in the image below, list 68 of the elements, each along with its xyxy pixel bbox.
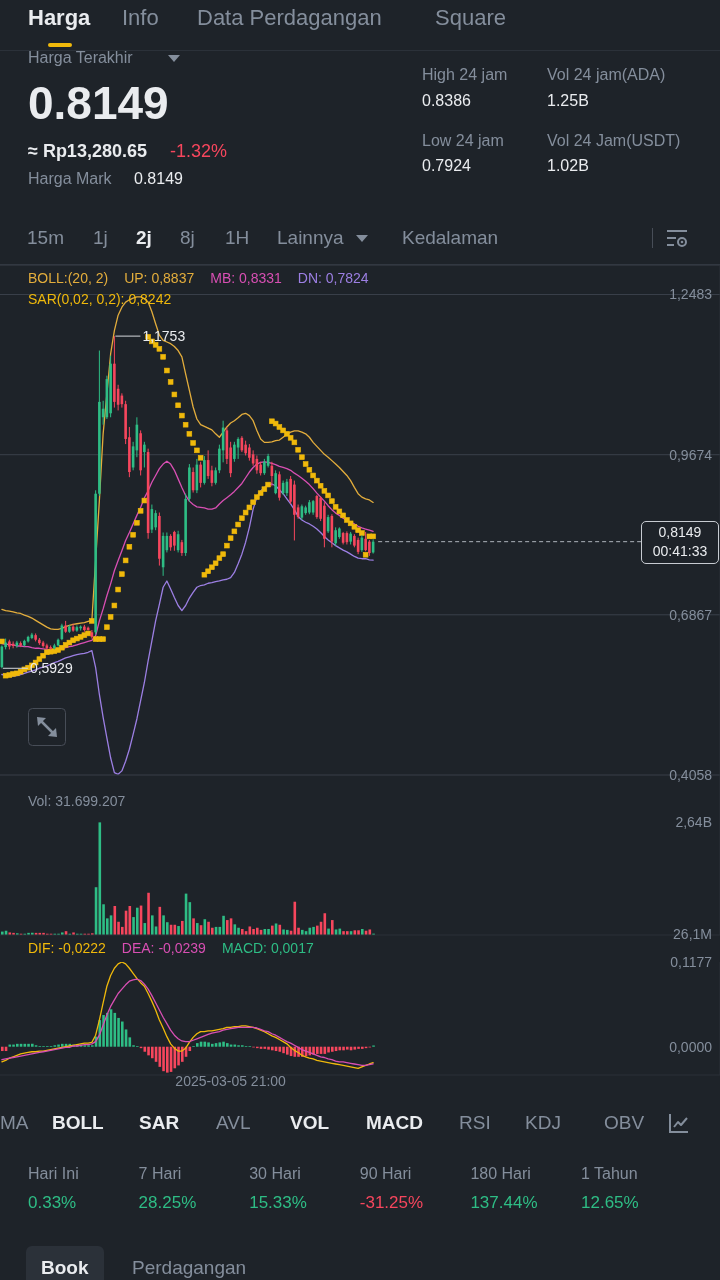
annotation: 0,5929 (29, 660, 73, 677)
category-label: Hari Ini (28, 1164, 79, 1184)
y-tick-label: 0,0000 (669, 1038, 713, 1055)
text: MACD (366, 1111, 423, 1135)
text: -31.25% (359, 1192, 424, 1212)
text: 1j (93, 226, 108, 250)
category-label: 30 Hari (249, 1164, 301, 1184)
text: Vol 24 jam(ADA) (547, 65, 666, 85)
y-tick-label: 26,1M (673, 925, 712, 942)
text: AVL (216, 1111, 251, 1135)
text: Harga Terakhir (28, 48, 133, 68)
series-label: DIF: -0,0222 (28, 939, 106, 958)
text: 0.8149 (28, 76, 169, 131)
text: Low 24 jam (422, 131, 504, 151)
text: -1.32% (170, 139, 228, 163)
text: Info (122, 4, 159, 32)
text: MB: 0,8331 (210, 269, 282, 288)
text: 8j (180, 226, 195, 250)
y-tick-label: 0,6867 (669, 606, 713, 623)
text: 0.33% (28, 1192, 77, 1212)
text: Book (41, 1256, 89, 1280)
text: BOLL (52, 1111, 104, 1135)
y-tick-label: 0,4058 (669, 767, 713, 783)
category-label: 180 Hari (470, 1164, 531, 1184)
text: 1H (225, 226, 250, 250)
text: Harga (28, 4, 91, 32)
text: Lainnya (277, 226, 344, 250)
text: VOL (290, 1111, 330, 1135)
text: 28.25% (138, 1192, 197, 1212)
text: Data Perdagangan (197, 4, 382, 32)
text: 15m (27, 226, 64, 250)
text: 0.7924 (422, 156, 471, 176)
x-tick-label: 2025-03-05 21:00 (175, 1073, 287, 1089)
y-tick-label: 1,2483 (669, 286, 713, 303)
text: High 24 jam (422, 65, 508, 85)
text: MA (0, 1111, 29, 1135)
annotation: 00:41:33 (652, 542, 708, 562)
text: 12.65% (581, 1192, 639, 1212)
text: Kedalaman (402, 226, 499, 250)
text: 0.8386 (422, 91, 471, 111)
text: Square (435, 4, 506, 32)
text: ≈ Rp13,280.65 (28, 139, 147, 163)
category-label: 1 Tahun (581, 1164, 638, 1184)
y-tick-label: 0,9674 (669, 446, 713, 463)
text: DN: 0,7824 (297, 269, 369, 288)
text: Perdagangan (132, 1256, 247, 1280)
text: OBV (604, 1111, 645, 1135)
series-label: UP: 0,8837 (124, 269, 195, 288)
text: 15.33% (249, 1192, 307, 1212)
category-label: 90 Hari (359, 1164, 412, 1184)
legend-title: BOLL:(20, 2) (28, 269, 109, 288)
text: 2j (136, 226, 152, 250)
text: 1.02B (547, 156, 589, 176)
text: 137.44% (470, 1192, 538, 1212)
text: 1.25B (547, 91, 589, 111)
text: 0.8149 (134, 169, 183, 189)
series-label: DEA: -0,0239 (121, 939, 206, 958)
text: Vol 24 Jam(USDT) (547, 131, 681, 151)
y-tick-label: 2,64B (675, 814, 712, 831)
y-tick-label: 0,1177 (670, 954, 713, 970)
text: SAR (139, 1111, 180, 1135)
text: Vol: 31.699.207 (28, 792, 126, 811)
text: MACD: 0,0017 (221, 939, 314, 958)
text: KDJ (525, 1111, 561, 1135)
text: RSI (459, 1111, 491, 1135)
ref-line-label: 0,8149 (658, 523, 702, 543)
text: Harga Mark (28, 169, 112, 189)
category-label: 7 Hari (138, 1164, 182, 1184)
